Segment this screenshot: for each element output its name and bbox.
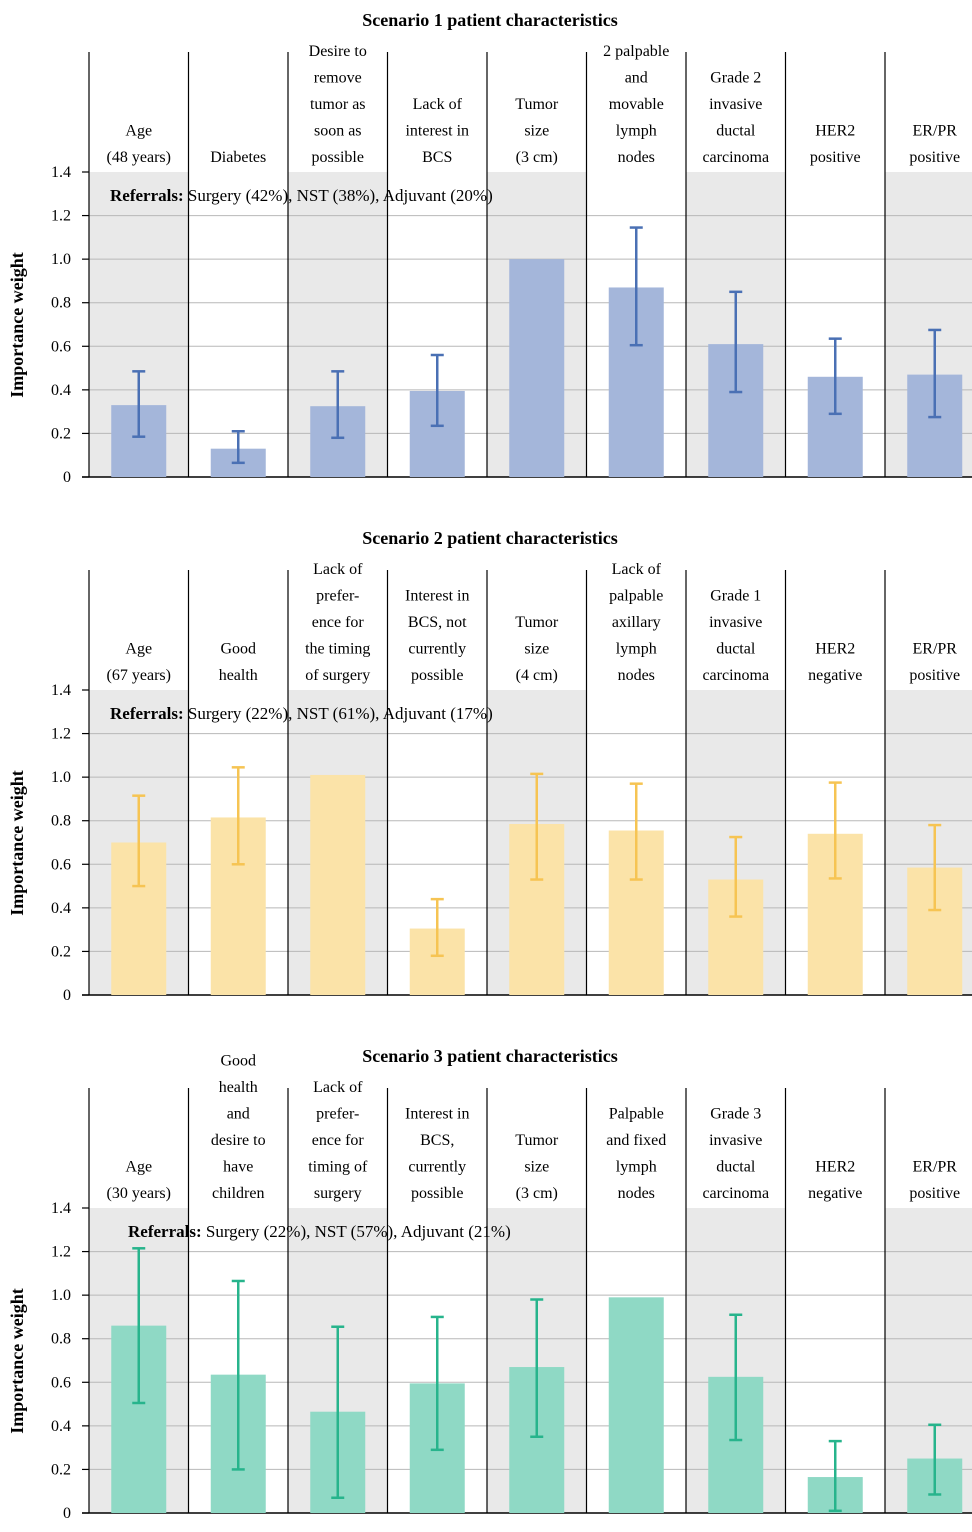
y-tick-label: 1.4 [51, 682, 71, 699]
error-bar [530, 772, 544, 881]
category-label: Lack of prefer-ence for the timing of surge… [305, 561, 370, 684]
category-label: Tumor size (3 cm) [515, 1132, 559, 1202]
y-tick-label: 1.2 [51, 208, 71, 225]
error-bar [331, 370, 345, 440]
y-tick-label: 0.8 [51, 295, 71, 312]
category-label: Diabetes [210, 149, 266, 166]
error-bar [828, 1439, 842, 1513]
error-bar [132, 1247, 146, 1405]
category-label: Grade 2 invasive ductal carcinoma [702, 70, 769, 167]
category-label: 2 palpable and movable lymph nodes [603, 43, 669, 166]
error-bar [132, 794, 146, 888]
y-tick-label: 0.4 [51, 382, 71, 399]
category-label: HER2 negative [808, 1159, 862, 1203]
referrals-annotation: Referrals: Surgery (42%), NST (38%), Adj… [110, 186, 493, 205]
category-label: ER/PR positive [909, 1159, 960, 1203]
bar [509, 259, 565, 477]
category-label: Good health and desire to have children [211, 1053, 266, 1203]
error-bar [928, 328, 942, 419]
y-axis-label: Importance weight [7, 252, 27, 397]
error-bar [729, 290, 743, 394]
category-label: Age (48 years) [107, 123, 171, 167]
error-bar [231, 766, 245, 866]
category-label: ER/PR positive [909, 123, 960, 167]
referrals-annotation: Referrals: Surgery (22%), NST (61%), Adj… [110, 704, 493, 723]
y-tick-label: 0.6 [51, 856, 71, 873]
y-tick-label: 0.6 [51, 1374, 71, 1391]
y-tick-label: 0.4 [51, 900, 71, 917]
y-tick-label: 0 [63, 1505, 71, 1522]
y-tick-label: 1.2 [51, 726, 71, 743]
y-tick-label: 0.2 [51, 425, 71, 442]
referrals-annotation: Referrals: Surgery (22%), NST (57%), Adj… [128, 1222, 511, 1241]
category-label: Tumor size (3 cm) [515, 96, 559, 166]
y-tick-label: 0.6 [51, 338, 71, 355]
y-tick-label: 1.0 [51, 769, 71, 786]
error-bar [231, 430, 245, 465]
error-bar [430, 353, 444, 428]
category-label: Grade 3 invasive ductal carcinoma [702, 1106, 769, 1203]
category-label: Lack of interest in BCS [405, 96, 469, 166]
error-bar [928, 823, 942, 912]
bar [608, 1297, 664, 1513]
panel-title: Scenario 3 patient characteristics [362, 1046, 617, 1066]
category-label: Tumor size (4 cm) [515, 614, 559, 684]
category-label: Palpable and fixed lymph nodes [606, 1106, 666, 1203]
y-axis-label: Importance weight [7, 770, 27, 915]
category-label: Interest in BCS, not currently possible [405, 588, 469, 685]
category-label: Lack of prefer-ence for timing of surgery [308, 1079, 368, 1202]
category-label: Good health [219, 641, 258, 685]
error-bar [828, 781, 842, 880]
y-tick-label: 1.0 [51, 251, 71, 268]
error-bar [331, 1325, 345, 1499]
y-tick-label: 0 [63, 469, 71, 486]
error-bar [132, 370, 146, 438]
y-tick-label: 0 [63, 987, 71, 1004]
error-bar [430, 897, 444, 958]
y-tick-label: 0.2 [51, 1461, 71, 1478]
panel-title: Scenario 2 patient characteristics [362, 528, 617, 548]
error-bar [729, 1313, 743, 1442]
y-tick-label: 0.8 [51, 813, 71, 830]
y-tick-label: 1.2 [51, 1244, 71, 1261]
error-bar [530, 1298, 544, 1438]
category-label: ER/PR positive [909, 641, 960, 685]
error-bar [928, 1423, 942, 1496]
error-bar [430, 1315, 444, 1452]
y-tick-label: 0.4 [51, 1418, 71, 1435]
bar [310, 774, 366, 995]
chart-panel-2: 0 0.2 0.4 0.6 0.8 1.0 1.2 1.4 Age (67 years) Good h… [7, 528, 972, 1004]
y-tick-label: 0.2 [51, 943, 71, 960]
error-bar [828, 337, 842, 416]
category-label: Lack of palpable axillary lymph nodes [609, 561, 663, 684]
panel-title: Scenario 1 patient characteristics [362, 10, 617, 30]
error-bar [231, 1279, 245, 1471]
category-label: Grade 1 invasive ductal carcinoma [702, 588, 769, 685]
category-label: Age (30 years) [107, 1159, 171, 1203]
chart-panel-1: 0 0.2 0.4 0.6 0.8 1.0 1.2 1.4 Age (48 years) Diabe… [7, 10, 972, 486]
error-bar [629, 782, 643, 881]
y-axis-label: Importance weight [7, 1288, 27, 1433]
error-bar [729, 835, 743, 918]
category-label: Age (67 years) [107, 641, 171, 685]
category-label: HER2 positive [810, 123, 861, 167]
y-tick-label: 0.8 [51, 1331, 71, 1348]
category-label: HER2 negative [808, 641, 862, 685]
chart-panel-3: 0 0.2 0.4 0.6 0.8 1.0 1.2 1.4 Age (30 years) Good h… [7, 1046, 972, 1522]
error-bar [629, 226, 643, 347]
y-tick-label: 1.4 [51, 164, 71, 181]
category-label: Interest in BCS, currently possible [405, 1106, 469, 1203]
category-label: Desire to remove tumor as soon as possible [309, 43, 367, 166]
y-tick-label: 1.4 [51, 1200, 71, 1217]
y-tick-label: 1.0 [51, 1287, 71, 1304]
